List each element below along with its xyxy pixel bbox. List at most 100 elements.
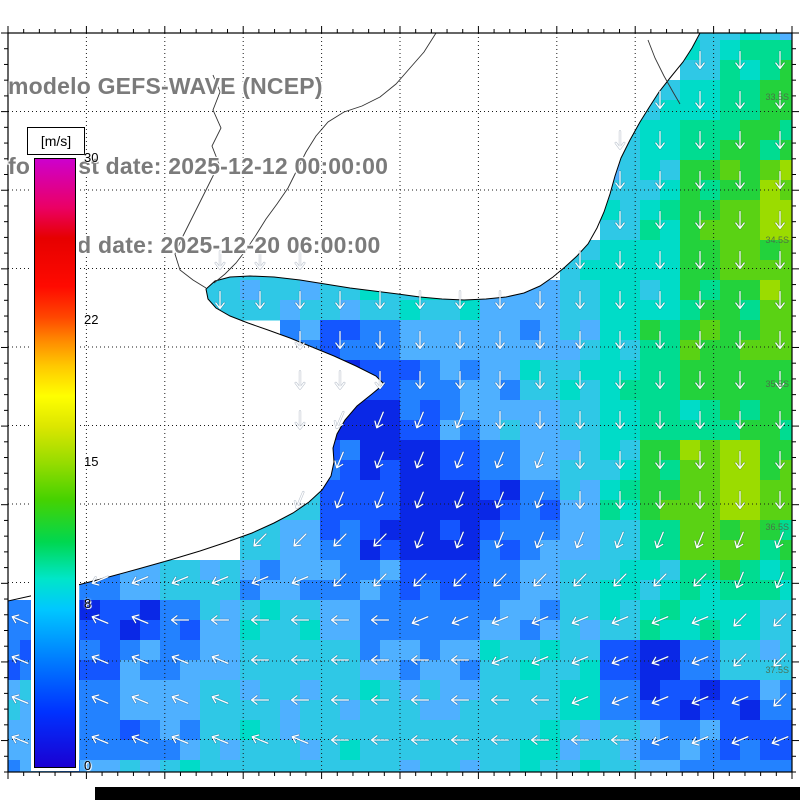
wind-arrow-icon xyxy=(171,694,189,704)
wind-arrow-icon xyxy=(330,735,350,745)
wind-arrow-icon xyxy=(614,531,624,549)
wind-arrow-icon xyxy=(294,491,304,509)
model-name: modelo GEFS-WAVE (NCEP) xyxy=(8,73,323,99)
wind-arrow-icon xyxy=(330,615,350,625)
wind-arrow-icon xyxy=(612,776,629,784)
wind-arrow-icon xyxy=(575,450,585,470)
wind-arrow-icon xyxy=(131,694,149,704)
wind-arrow-icon xyxy=(655,370,665,390)
wind-arrow-icon xyxy=(11,694,29,704)
wind-arrow-icon xyxy=(131,734,149,744)
wind-arrow-icon xyxy=(775,330,785,350)
wind-arrow-icon xyxy=(535,410,545,430)
wind-arrow-icon xyxy=(613,573,627,587)
wind-arrow-icon xyxy=(450,695,470,705)
wind-arrow-icon xyxy=(171,734,189,744)
wind-arrow-icon xyxy=(695,290,705,310)
wind-arrow-icon xyxy=(695,130,705,150)
wind-arrow-shadow xyxy=(51,773,70,787)
wind-arrow-icon xyxy=(773,613,787,627)
wind-arrow-icon xyxy=(691,696,709,706)
wind-arrow-shadow xyxy=(372,776,389,784)
wind-arrow-shadow xyxy=(211,773,230,787)
wind-arrow-icon xyxy=(493,573,507,587)
wind-arrow-icon xyxy=(735,250,745,270)
wind-arrow-icon xyxy=(330,695,350,705)
wind-arrow-icon xyxy=(695,50,705,70)
wind-arrows xyxy=(10,12,790,787)
wind-arrow-icon xyxy=(131,654,149,664)
wind-arrow-icon xyxy=(774,531,784,549)
wind-arrow-icon xyxy=(775,210,785,230)
wind-arrow-shadow xyxy=(776,12,784,29)
wind-arrow-icon xyxy=(771,773,790,787)
wind-arrow-icon xyxy=(695,170,705,190)
axis-ticks xyxy=(1,26,799,779)
wind-arrow-icon xyxy=(734,571,744,589)
wind-arrow-icon xyxy=(215,250,225,270)
wind-arrow-icon xyxy=(91,734,109,744)
wind-arrow-icon xyxy=(410,655,430,665)
wind-arrow-icon xyxy=(531,656,549,666)
wind-arrow-icon xyxy=(731,696,749,706)
wind-arrow-icon xyxy=(735,450,745,470)
wind-arrow-icon xyxy=(575,250,585,270)
wind-arrow-icon xyxy=(775,130,785,150)
wind-arrow-icon xyxy=(533,573,547,587)
wind-arrow-icon xyxy=(651,736,669,746)
wind-arrow-icon xyxy=(295,370,305,390)
wind-arrow-icon xyxy=(251,576,269,586)
wind-arrow-icon xyxy=(373,533,387,547)
wind-arrow-icon xyxy=(374,451,384,469)
wind-arrow-icon xyxy=(91,614,109,624)
wind-arrow-icon xyxy=(572,776,589,784)
wind-arrow-icon xyxy=(615,250,625,270)
wind-arrow-shadow xyxy=(771,773,790,787)
wind-arrow-icon xyxy=(736,12,744,29)
wind-arrow-icon xyxy=(532,776,549,784)
wind-arrow-icon xyxy=(575,490,585,510)
wind-arrow-icon xyxy=(655,90,665,110)
wind-arrow-icon xyxy=(575,410,585,430)
wind-arrow-icon xyxy=(290,655,310,665)
wind-arrow-icon xyxy=(571,656,589,666)
wind-arrow-icon xyxy=(573,573,587,587)
wind-arrow-icon xyxy=(615,490,625,510)
wind-arrow-icon xyxy=(611,616,629,626)
wind-arrow-icon xyxy=(415,330,425,350)
wind-arrow-icon xyxy=(374,491,384,509)
wind-arrow-icon xyxy=(775,370,785,390)
wind-arrow-icon xyxy=(655,130,665,150)
wind-arrow-icon xyxy=(410,695,430,705)
wind-arrow-icon xyxy=(170,615,190,625)
wind-arrow-icon xyxy=(615,370,625,390)
wind-arrow-icon xyxy=(696,12,704,29)
lat-labels: 33.5S 34.5S 35.5S 36.5S 37.5S xyxy=(765,92,789,675)
wind-arrow-icon xyxy=(91,773,110,787)
wind-arrow-icon xyxy=(571,616,589,626)
wind-arrow-icon xyxy=(735,90,745,110)
wind-arrow-icon xyxy=(251,773,270,787)
wind-arrow-icon xyxy=(692,776,709,784)
wind-arrow-icon xyxy=(255,290,265,310)
wind-arrow-icon xyxy=(414,531,424,549)
wind-arrow-icon xyxy=(695,330,705,350)
river-line xyxy=(213,33,437,284)
wind-arrow-icon xyxy=(171,576,189,586)
wind-arrow-icon xyxy=(210,615,230,625)
wind-arrow-icon xyxy=(693,573,707,587)
wind-arrow-icon xyxy=(335,370,345,390)
wind-arrow-shadow xyxy=(452,776,469,784)
wind-arrow-icon xyxy=(774,571,784,589)
wind-arrow-icon xyxy=(695,210,705,230)
wind-arrow-icon xyxy=(253,533,267,547)
wind-arrow-icon xyxy=(495,410,505,430)
wind-arrow-icon xyxy=(731,773,750,787)
wind-arrow-icon xyxy=(291,734,309,744)
wind-arrow-icon xyxy=(374,411,384,429)
wind-arrow-icon xyxy=(691,656,709,666)
wind-arrow-icon xyxy=(293,533,307,547)
wind-arrow-icon xyxy=(490,695,510,705)
wind-arrow-icon xyxy=(731,736,749,746)
wind-arrow-icon xyxy=(370,735,390,745)
